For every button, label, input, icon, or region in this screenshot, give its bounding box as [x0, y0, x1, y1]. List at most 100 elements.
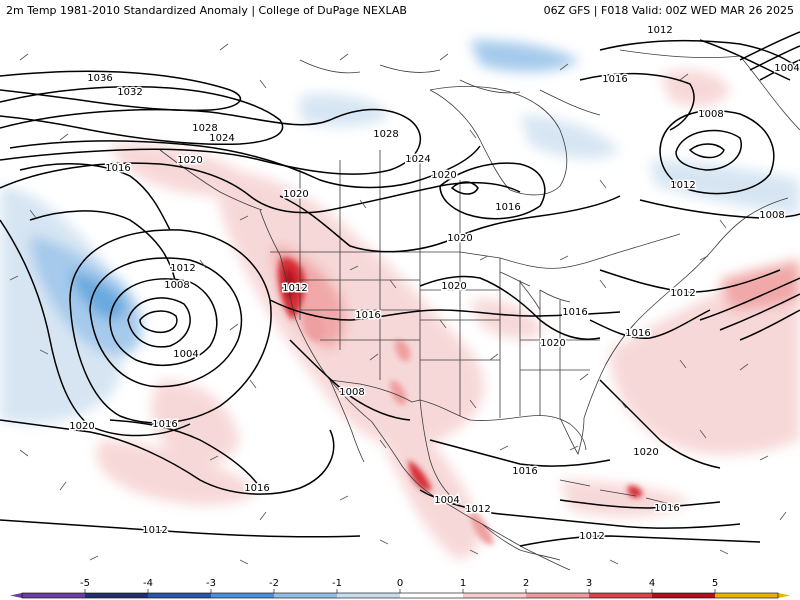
isobar-1016-high: [439, 162, 546, 220]
us-mexico-border: [329, 379, 421, 403]
isobar-low-ring-1: [139, 310, 178, 334]
color-scale-segment: [652, 593, 716, 598]
color-scale-tick-label: 1: [460, 578, 466, 589]
isobar-label: 1008: [698, 109, 723, 120]
cool-anomaly-arctic: [470, 40, 580, 72]
color-scale-segment: [715, 593, 779, 598]
warm-anomaly-alaska: [110, 143, 243, 197]
isobar-label: 1012: [670, 288, 695, 299]
isobar-1012-north-atlantic: [599, 39, 800, 71]
isobar-label: 1012: [579, 531, 604, 542]
isobar-low-ring-2: [127, 297, 191, 348]
gulf-coast: [419, 399, 587, 451]
isobar-label: 1016: [244, 483, 269, 494]
color-scale-tick-label: -3: [206, 578, 216, 589]
isobar-label: 1016: [495, 202, 520, 213]
isobar-label: 1020: [431, 170, 456, 181]
color-scale: -5 -4 -3 -2 -1 0 1 2 3 4 5: [10, 578, 790, 599]
central-america: [481, 523, 561, 561]
warm-anomaly-colorado: [394, 339, 411, 362]
isobar-label: 1016: [355, 310, 380, 321]
isobar-1020-central: [419, 275, 601, 340]
isobar-label: 1020: [633, 447, 658, 458]
mexico-east-coast: [419, 399, 461, 505]
color-scale-ticks: -5 -4 -3 -2 -1 0 1 2 3 4 5: [80, 578, 718, 593]
alaska-coast: [159, 149, 263, 211]
color-scale-tick-label: 4: [649, 578, 655, 589]
florida: [559, 417, 585, 455]
isobar-1012-east: [599, 269, 781, 293]
warm-anomaly-ohio: [470, 299, 545, 340]
isobar-labels: 1036103210281024102010161028102410201020…: [68, 24, 800, 544]
isobar-label: 1016: [562, 307, 587, 318]
color-scale-tick-label: -2: [269, 578, 279, 589]
anomaly-shading: [0, 40, 800, 560]
hudson-bay: [429, 85, 568, 196]
isobar-1016-pacific: [29, 210, 176, 281]
isobar-label: 1016: [602, 74, 627, 85]
color-scale-segment: [85, 593, 149, 598]
color-scale-tick-label: 2: [523, 578, 529, 589]
isobar-1020-high-inner: [450, 181, 479, 195]
wind-barbs: [9, 43, 787, 565]
color-scale-segment: [400, 593, 464, 598]
isobar-label: 1028: [192, 123, 217, 134]
arctic-islands: [299, 59, 601, 116]
isobar-1008-newfoundland: [659, 109, 775, 195]
isobar-1012-pacific-far-south: [0, 519, 361, 538]
color-scale-tick-label: 3: [586, 578, 592, 589]
map-header: 2m Temp 1981-2010 Standardized Anomaly |…: [0, 0, 800, 20]
isobar-label: 1016: [152, 419, 177, 430]
isobar-tight-northeast: [739, 31, 800, 81]
isobar-label: 1020: [283, 189, 308, 200]
color-scale-segment: [526, 593, 590, 598]
isobar-1032: [0, 86, 284, 146]
isobar-1020-pacific-south: [0, 419, 335, 495]
isobar-label: 1016: [105, 163, 130, 174]
state-lines-central: [419, 252, 501, 418]
isobar-label: 1024: [209, 133, 234, 144]
isobar-label: 1024: [405, 154, 430, 165]
warm-anomaly-nevada: [304, 310, 325, 342]
isobar-1004-north: [699, 39, 791, 81]
isobar-1020-atlantic: [599, 379, 721, 469]
color-scale-segment: [337, 593, 401, 598]
isobar-1008-atlantic: [639, 199, 800, 219]
isobar-label: 1008: [759, 210, 784, 221]
isobars: [0, 31, 800, 547]
color-scale-max-arrow: [778, 593, 790, 598]
isobar-1016-caribbean: [559, 499, 721, 509]
warm-anomaly-subtropical: [151, 380, 240, 464]
color-scale-segment: [148, 593, 212, 598]
west-coastline: [259, 209, 571, 571]
isobar-1004-mexico: [419, 489, 453, 503]
warm-anomaly-atlantic-medium: [720, 260, 800, 310]
map-title: 2m Temp 1981-2010 Standardized Anomaly |…: [6, 4, 407, 17]
warm-anomaly-newfoundland: [660, 70, 730, 107]
great-lakes: [499, 271, 571, 311]
isobar-label: 1020: [540, 338, 565, 349]
isobar-newfoundland-low-1: [688, 143, 725, 159]
isobar-label: 1004: [434, 495, 459, 506]
isobar-1008-south: [289, 339, 411, 421]
isobar-1016-central: [269, 299, 621, 321]
warm-anomaly-mexico-coast: [408, 460, 432, 491]
warm-anomaly-central-america: [470, 510, 494, 545]
isobar-1016-pacific-south: [109, 419, 263, 491]
isobar-label: 1012: [670, 180, 695, 191]
isobar-label: 1020: [441, 281, 466, 292]
cool-anomaly-north-canada: [300, 93, 390, 127]
isobar-1028: [0, 108, 421, 175]
isobar-1020-pacific: [0, 219, 191, 437]
isobar-1016-east: [589, 309, 711, 339]
isobar-label: 1016: [654, 503, 679, 514]
color-scale-segment: [274, 593, 338, 598]
isobar-label: 1004: [774, 63, 799, 74]
color-scale-segment: [463, 593, 527, 598]
isobar-label: 1008: [164, 280, 189, 291]
east-coastline: [583, 197, 789, 419]
isobar-label: 1020: [447, 233, 472, 244]
isobar-1024: [9, 140, 481, 189]
cool-anomaly-labrador: [650, 160, 800, 215]
isobar-label: 1012: [142, 525, 167, 536]
